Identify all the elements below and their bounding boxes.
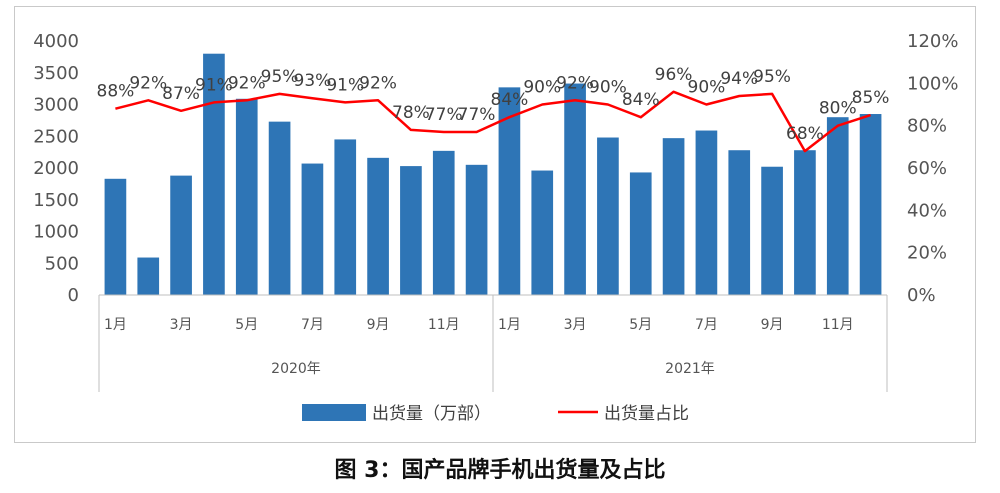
bar: [761, 166, 783, 295]
share-data-label: 87%: [162, 84, 200, 104]
share-data-label: 92%: [556, 73, 594, 93]
share-data-label: 95%: [753, 67, 791, 87]
share-data-label: 84%: [622, 90, 660, 110]
chart-frame: 0 500 1000 1500 2000 2500 3000 3500 4000 0% 20% 40%…: [14, 6, 976, 443]
share-data-label: 90%: [688, 78, 726, 98]
x-tick-label: 9月: [367, 317, 390, 333]
y-right-tick-label: 0%: [907, 285, 936, 306]
x-tick-label: 7月: [695, 317, 718, 333]
bar: [826, 117, 849, 295]
share-data-label: 93%: [294, 71, 332, 91]
share-data-label: 92%: [129, 73, 167, 93]
bar: [695, 130, 718, 295]
y-left-tick-label: 1500: [33, 190, 79, 211]
bar: [137, 257, 160, 295]
share-data-label: 77%: [425, 105, 463, 125]
bar: [859, 114, 882, 296]
share-data-label: 85%: [852, 88, 890, 108]
x-tick-label: 3月: [564, 317, 587, 333]
legend-line-label: 出货量占比: [604, 404, 689, 424]
x-tick-label: 3月: [170, 317, 193, 333]
bar: [334, 139, 357, 295]
bar: [235, 98, 258, 295]
x-tick-label: 11月: [428, 317, 460, 333]
share-data-label: 90%: [523, 78, 561, 98]
x-tick-label: 5月: [629, 317, 652, 333]
bar: [662, 138, 685, 295]
share-data-label: 95%: [261, 67, 299, 87]
y-left-tick-label: 1000: [33, 222, 79, 243]
bar: [564, 83, 586, 295]
bar: [728, 150, 751, 295]
bar: [367, 157, 389, 295]
bar: [498, 87, 521, 295]
y-right-tick-label: 60%: [907, 158, 947, 179]
x-tick-label: 1月: [498, 317, 521, 333]
bar: [465, 164, 488, 295]
share-data-label: 80%: [819, 99, 857, 119]
bar: [597, 137, 619, 295]
legend-bar-label: 出货量（万部）: [372, 404, 491, 424]
x-group-label: 2020年: [271, 361, 321, 377]
y-left-tick-label: 4000: [33, 31, 79, 52]
y-right-tick-label: 20%: [907, 243, 947, 264]
y-left-tick-label: 500: [45, 253, 79, 274]
y-left-tick-label: 3500: [33, 63, 79, 84]
share-data-label: 77%: [458, 105, 496, 125]
y-right-tick-label: 40%: [907, 200, 947, 221]
chart-svg: 0 500 1000 1500 2000 2500 3000 3500 4000 0% 20% 40%…: [33, 31, 958, 424]
bar: [531, 170, 554, 295]
x-group-label: 2021年: [665, 361, 715, 377]
bar: [268, 121, 291, 296]
figure-caption: 图 3：国产品牌手机出货量及占比: [334, 458, 666, 483]
y-left-tick-label: 2500: [33, 126, 79, 147]
share-data-label: 88%: [97, 82, 135, 102]
y-left-tick-label: 2000: [33, 158, 79, 179]
share-data-label: 84%: [491, 90, 529, 110]
bar: [170, 175, 192, 295]
share-data-label: 68%: [786, 124, 824, 144]
share-data-label: 92%: [228, 73, 266, 93]
share-data-label: 78%: [392, 103, 430, 123]
share-data-label: 96%: [655, 65, 693, 85]
bar: [203, 53, 225, 296]
y-right-tick-label: 100%: [907, 73, 958, 94]
y-left-tick-label: 0: [68, 285, 79, 306]
x-tick-label: 11月: [822, 317, 854, 333]
share-data-label: 94%: [720, 69, 758, 89]
legend-bar-swatch: [302, 404, 366, 421]
share-data-label: 92%: [359, 73, 397, 93]
share-data-label: 91%: [326, 75, 364, 95]
x-tick-label: 1月: [104, 317, 127, 333]
bar: [301, 163, 324, 295]
y-left-tick-label: 3000: [33, 95, 79, 116]
bar: [400, 166, 422, 295]
y-right-tick-label: 120%: [907, 31, 958, 52]
share-line: [115, 90, 871, 153]
y-right-tick-label: 80%: [907, 116, 947, 137]
share-data-label: 91%: [195, 75, 233, 95]
x-tick-label: 9月: [761, 317, 784, 333]
bar: [432, 150, 455, 295]
bar: [629, 172, 652, 295]
share-data-label: 90%: [589, 78, 627, 98]
bar: [104, 178, 127, 295]
x-tick-label: 5月: [235, 317, 258, 333]
x-tick-label: 7月: [301, 317, 324, 333]
bar: [794, 150, 816, 295]
